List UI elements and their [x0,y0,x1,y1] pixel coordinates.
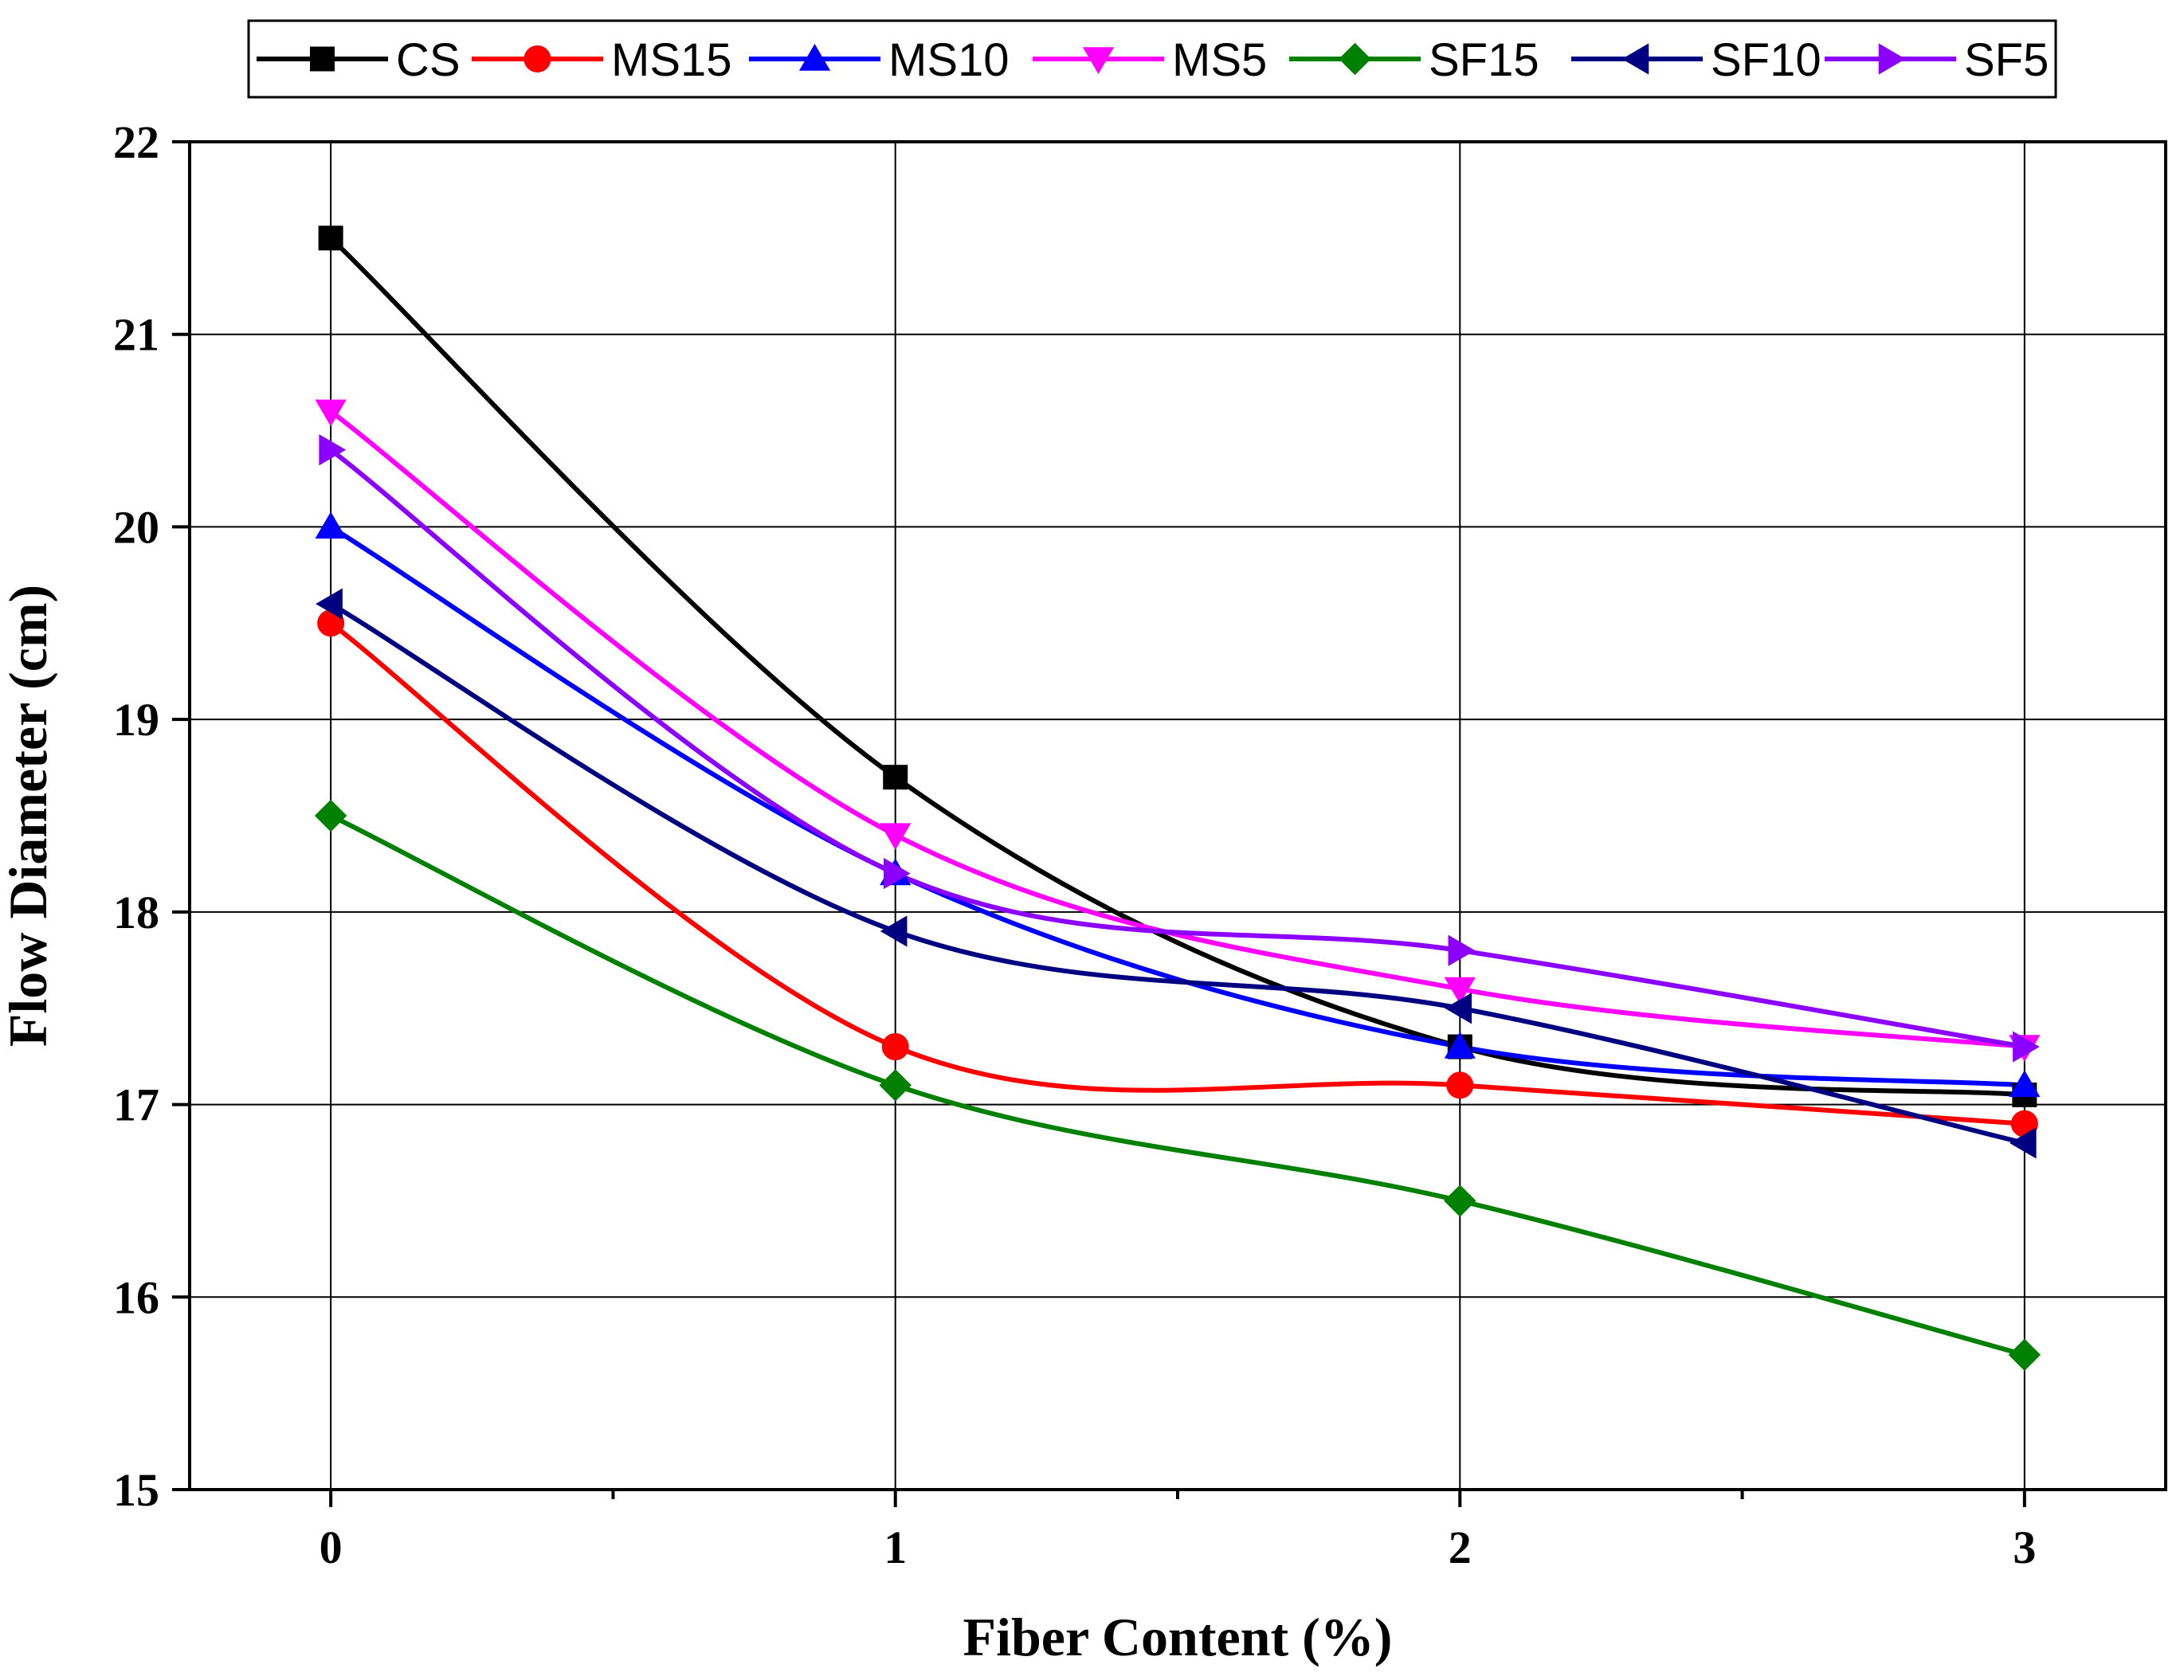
legend-label-cs: CS [396,34,461,86]
y-tick-label: 21 [113,309,159,361]
x-tick-label: 1 [884,1521,907,1573]
x-tick-label: 2 [1449,1521,1472,1573]
data-point-ms10-3 [2009,1070,2041,1098]
series-line-ms15 [329,621,2025,1126]
data-point-sf15-3 [2008,1338,2041,1372]
legend-marker-cs [310,46,335,72]
x-tick-label: 0 [320,1521,343,1573]
x-axis-title: Fiber Content (%) [963,1607,1393,1667]
data-point-sf15-1 [879,1069,912,1102]
y-tick-label: 16 [113,1271,159,1323]
series-line-sf10 [329,601,2025,1145]
legend-label-ms10: MS10 [888,34,1010,86]
legend-label-ms15: MS15 [611,34,732,86]
series-line-sf15 [329,813,2025,1357]
legend-entry-ms5: MS5 [1033,34,1267,86]
series-line-ms5 [329,409,2025,1050]
series-line-cs [329,236,2025,1098]
legend-label-sf15: SF15 [1429,34,1539,86]
tick-labels: 0 1 2 3 15 16 17 18 19 20 21 22 [113,116,2036,1573]
data-point-ms5-0 [315,399,347,427]
data-point-sf10-1 [880,915,908,947]
ticks [172,140,2026,1507]
legend-marker-sf5 [1878,43,1906,75]
y-axis-title: Flow Diameter (cm) [0,585,58,1047]
x-tick-label: 3 [2013,1521,2036,1573]
data-point-sf5-1 [883,857,911,890]
legend-marker-sf15 [1339,42,1371,76]
data-point-sf10-0 [316,588,343,620]
y-tick-label: 19 [113,694,159,746]
legend-marker-sf10 [1621,43,1649,75]
data-point-sf15-0 [314,799,347,832]
data-point-ms15-1 [881,1033,909,1061]
legend-entry-sf15: SF15 [1289,34,1539,86]
data-point-ms10-2 [1444,1032,1476,1059]
data-point-sf5-2 [1448,934,1476,966]
legend-marker-ms10 [798,44,831,71]
series-markers [314,225,2041,1372]
data-point-ms15-2 [1446,1071,1474,1099]
data-point-ms5-2 [1444,977,1476,1004]
y-tick-label: 18 [113,887,159,938]
legend: CS MS15 MS10 MS5 SF15 SF10 SF5 [247,19,2057,99]
grid [190,142,2166,1490]
y-tick-label: 17 [113,1079,159,1131]
data-point-ms10-0 [315,511,347,539]
legend-entry-ms10: MS10 [749,34,1010,86]
legend-marker-ms15 [523,45,551,72]
legend-label-ms5: MS5 [1172,34,1267,86]
data-point-cs-0 [318,225,343,251]
y-tick-label: 20 [113,501,159,553]
series-line-sf5 [329,448,2025,1050]
legend-marker-ms5 [1082,47,1115,74]
legend-entry-sf10: SF10 [1571,34,1821,86]
legend-label-sf5: SF5 [1964,34,2049,86]
plot-frame [188,140,2167,1491]
legend-entry-sf5: SF5 [1825,34,2049,86]
data-point-ms5-1 [880,823,912,851]
data-point-sf15-2 [1444,1185,1476,1217]
series-lines [329,236,2025,1357]
legend-entry-cs: CS [257,34,461,86]
data-point-cs-1 [883,765,908,790]
data-point-sf10-3 [2009,1127,2037,1159]
y-tick-label: 22 [113,116,159,168]
legend-label-sf10: SF10 [1711,34,1821,86]
data-point-sf5-0 [319,434,347,466]
legend-entry-ms15: MS15 [472,34,732,86]
y-tick-label: 15 [113,1464,159,1516]
data-point-sf10-2 [1445,993,1472,1024]
data-point-sf5-3 [2013,1031,2040,1063]
